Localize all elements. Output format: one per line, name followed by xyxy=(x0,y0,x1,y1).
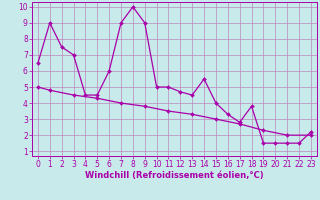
X-axis label: Windchill (Refroidissement éolien,°C): Windchill (Refroidissement éolien,°C) xyxy=(85,171,264,180)
